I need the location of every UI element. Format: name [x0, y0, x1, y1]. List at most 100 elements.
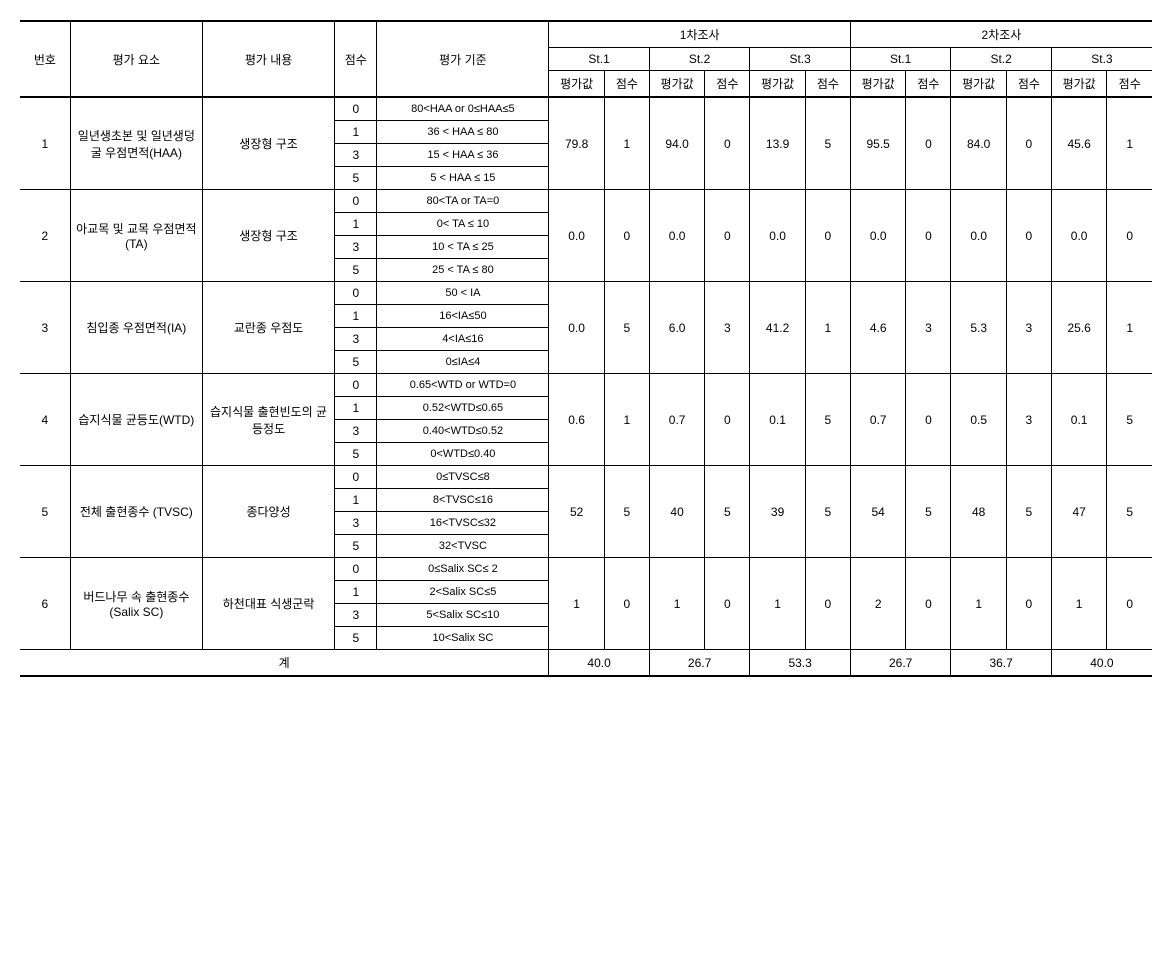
- row-num: 5: [20, 466, 70, 558]
- score-level: 0: [335, 558, 377, 581]
- eval-score: 0: [604, 190, 649, 282]
- eval-score: 5: [805, 466, 850, 558]
- eval-score: 5: [805, 97, 850, 190]
- eval-value: 0.0: [549, 282, 605, 374]
- eval-value: 40: [649, 466, 705, 558]
- eval-value: 1: [549, 558, 605, 650]
- total-value: 26.7: [850, 650, 950, 677]
- criteria-cell: 5<Salix SC≤10: [377, 604, 549, 627]
- criteria-cell: 80<TA or TA=0: [377, 190, 549, 213]
- header-survey2: 2차조사: [850, 21, 1152, 48]
- criteria-cell: 80<HAA or 0≤HAA≤5: [377, 97, 549, 121]
- header-content: 평가 내용: [202, 21, 334, 97]
- criteria-cell: 0.40<WTD≤0.52: [377, 420, 549, 443]
- eval-score: 0: [906, 97, 951, 190]
- eval-value: 1: [649, 558, 705, 650]
- eval-score: 5: [805, 374, 850, 466]
- score-level: 3: [335, 604, 377, 627]
- eval-score: 1: [805, 282, 850, 374]
- eval-score: 1: [604, 97, 649, 190]
- eval-score: 3: [1006, 282, 1051, 374]
- eval-score: 3: [705, 282, 750, 374]
- criteria-cell: 0.52<WTD≤0.65: [377, 397, 549, 420]
- score-level: 5: [335, 443, 377, 466]
- criteria-cell: 0<WTD≤0.40: [377, 443, 549, 466]
- eval-value: 94.0: [649, 97, 705, 190]
- criteria-cell: 10<Salix SC: [377, 627, 549, 650]
- row-num: 1: [20, 97, 70, 190]
- eval-value: 5.3: [951, 282, 1007, 374]
- eval-score: 0: [906, 558, 951, 650]
- eval-value: 0.0: [549, 190, 605, 282]
- eval-value: 45.6: [1051, 97, 1107, 190]
- eval-value: 0.0: [750, 190, 806, 282]
- total-value: 40.0: [1051, 650, 1152, 677]
- row-element: 습지식물 균등도(WTD): [70, 374, 202, 466]
- criteria-cell: 10 < TA ≤ 25: [377, 236, 549, 259]
- table-header: 번호 평가 요소 평가 내용 점수 평가 기준 1차조사 2차조사 St.1 S…: [20, 21, 1152, 97]
- eval-score: 0: [1006, 97, 1051, 190]
- header-s2-st1: St.1: [850, 48, 950, 71]
- criteria-cell: 8<TVSC≤16: [377, 489, 549, 512]
- score-level: 3: [335, 512, 377, 535]
- header-s1-st3: St.3: [750, 48, 851, 71]
- criteria-cell: 16<IA≤50: [377, 305, 549, 328]
- eval-score: 0: [1107, 558, 1152, 650]
- header-val: 평가값: [951, 71, 1007, 98]
- eval-score: 0: [1006, 190, 1051, 282]
- eval-score: 3: [1006, 374, 1051, 466]
- eval-score: 0: [705, 97, 750, 190]
- header-s1-st2: St.2: [649, 48, 749, 71]
- eval-score: 0: [705, 558, 750, 650]
- row-content: 생장형 구조: [202, 190, 334, 282]
- eval-value: 79.8: [549, 97, 605, 190]
- header-val: 평가값: [649, 71, 705, 98]
- eval-score: 0: [705, 374, 750, 466]
- total-label: 계: [20, 650, 549, 677]
- eval-value: 0.0: [951, 190, 1007, 282]
- score-level: 1: [335, 489, 377, 512]
- row-content: 습지식물 출현빈도의 균등정도: [202, 374, 334, 466]
- eval-value: 41.2: [750, 282, 806, 374]
- score-level: 1: [335, 397, 377, 420]
- eval-value: 0.0: [649, 190, 705, 282]
- eval-score: 5: [604, 466, 649, 558]
- eval-score: 5: [604, 282, 649, 374]
- header-val: 평가값: [1051, 71, 1107, 98]
- eval-value: 54: [850, 466, 906, 558]
- criteria-cell: 15 < HAA ≤ 36: [377, 144, 549, 167]
- header-s2-st3: St.3: [1051, 48, 1152, 71]
- score-level: 0: [335, 282, 377, 305]
- score-level: 5: [335, 351, 377, 374]
- eval-score: 0: [906, 374, 951, 466]
- criteria-cell: 50 < IA: [377, 282, 549, 305]
- header-val: 평가값: [850, 71, 906, 98]
- score-level: 5: [335, 627, 377, 650]
- eval-value: 13.9: [750, 97, 806, 190]
- criteria-cell: 0< TA ≤ 10: [377, 213, 549, 236]
- eval-value: 47: [1051, 466, 1107, 558]
- eval-score: 0: [705, 190, 750, 282]
- row-num: 3: [20, 282, 70, 374]
- score-level: 3: [335, 328, 377, 351]
- eval-value: 4.6: [850, 282, 906, 374]
- eval-value: 0.6: [549, 374, 605, 466]
- eval-value: 95.5: [850, 97, 906, 190]
- row-num: 2: [20, 190, 70, 282]
- score-level: 5: [335, 259, 377, 282]
- row-element: 침입종 우점면적(IA): [70, 282, 202, 374]
- total-value: 40.0: [549, 650, 649, 677]
- total-value: 53.3: [750, 650, 851, 677]
- eval-value: 0.0: [850, 190, 906, 282]
- eval-score: 0: [604, 558, 649, 650]
- header-num: 번호: [20, 21, 70, 97]
- header-criteria: 평가 기준: [377, 21, 549, 97]
- criteria-cell: 0.65<WTD or WTD=0: [377, 374, 549, 397]
- criteria-cell: 5 < HAA ≤ 15: [377, 167, 549, 190]
- header-s2-st2: St.2: [951, 48, 1051, 71]
- criteria-cell: 32<TVSC: [377, 535, 549, 558]
- header-sc: 점수: [805, 71, 850, 98]
- evaluation-table: 번호 평가 요소 평가 내용 점수 평가 기준 1차조사 2차조사 St.1 S…: [20, 20, 1152, 677]
- score-level: 3: [335, 236, 377, 259]
- eval-value: 0.5: [951, 374, 1007, 466]
